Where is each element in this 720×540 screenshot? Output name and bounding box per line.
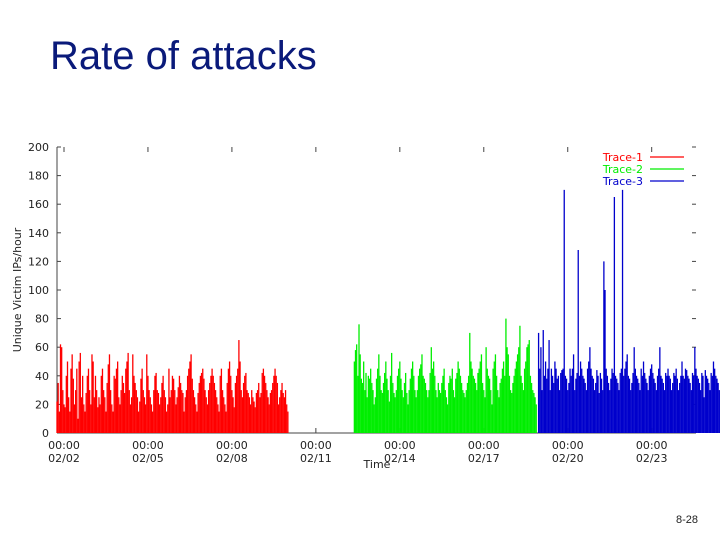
x-axis: 00:0002/0200:0002/0500:0002/0800:0002/11… (48, 147, 668, 465)
slide-title: Rate of attacks (50, 34, 317, 78)
series-trace-1 (56, 340, 289, 433)
legend-label: Trace-3 (602, 175, 643, 188)
x-tick-label-time: 00:00 (132, 439, 164, 452)
y-tick-label: 100 (28, 284, 49, 297)
x-tick-label-date: 02/17 (468, 452, 500, 465)
series-trace-2 (353, 318, 537, 433)
plot-area (56, 189, 720, 433)
y-tick-label: 80 (35, 313, 49, 326)
x-tick-label-time: 00:00 (636, 439, 668, 452)
x-axis-title: Time (363, 458, 391, 471)
x-tick-label-time: 00:00 (384, 439, 416, 452)
x-tick-label-date: 02/23 (636, 452, 668, 465)
y-tick-label: 160 (28, 198, 49, 211)
page-number: 8-28 (675, 514, 698, 526)
x-tick-label-time: 00:00 (468, 439, 500, 452)
y-tick-label: 120 (28, 255, 49, 268)
y-tick-label: 40 (35, 370, 49, 383)
y-tick-label: 180 (28, 170, 49, 183)
x-tick-label-date: 02/11 (300, 452, 332, 465)
y-axis: 0 20 40 60 80 100 120 140 160 180 200 (28, 141, 696, 440)
series-trace-3 (537, 189, 720, 433)
x-tick-label-time: 00:00 (552, 439, 584, 452)
x-tick-label-date: 02/20 (552, 452, 584, 465)
x-tick-label-time: 00:00 (300, 439, 332, 452)
legend-label: Trace-1 (602, 151, 643, 164)
x-tick-label-time: 00:00 (216, 439, 248, 452)
x-tick-label-date: 02/08 (216, 452, 248, 465)
y-tick-label: 60 (35, 341, 49, 354)
y-tick-label: 140 (28, 227, 49, 240)
x-tick-label-date: 02/02 (48, 452, 80, 465)
y-tick-label: 200 (28, 141, 49, 154)
y-tick-label: 0 (42, 427, 49, 440)
legend-label: Trace-2 (602, 163, 643, 176)
x-tick-label-date: 02/05 (132, 452, 164, 465)
y-tick-label: 20 (35, 398, 49, 411)
y-axis-title: Unique Victim IPs/hour (11, 227, 24, 352)
x-tick-label-date: 02/14 (384, 452, 416, 465)
x-tick-label-time: 00:00 (48, 439, 80, 452)
